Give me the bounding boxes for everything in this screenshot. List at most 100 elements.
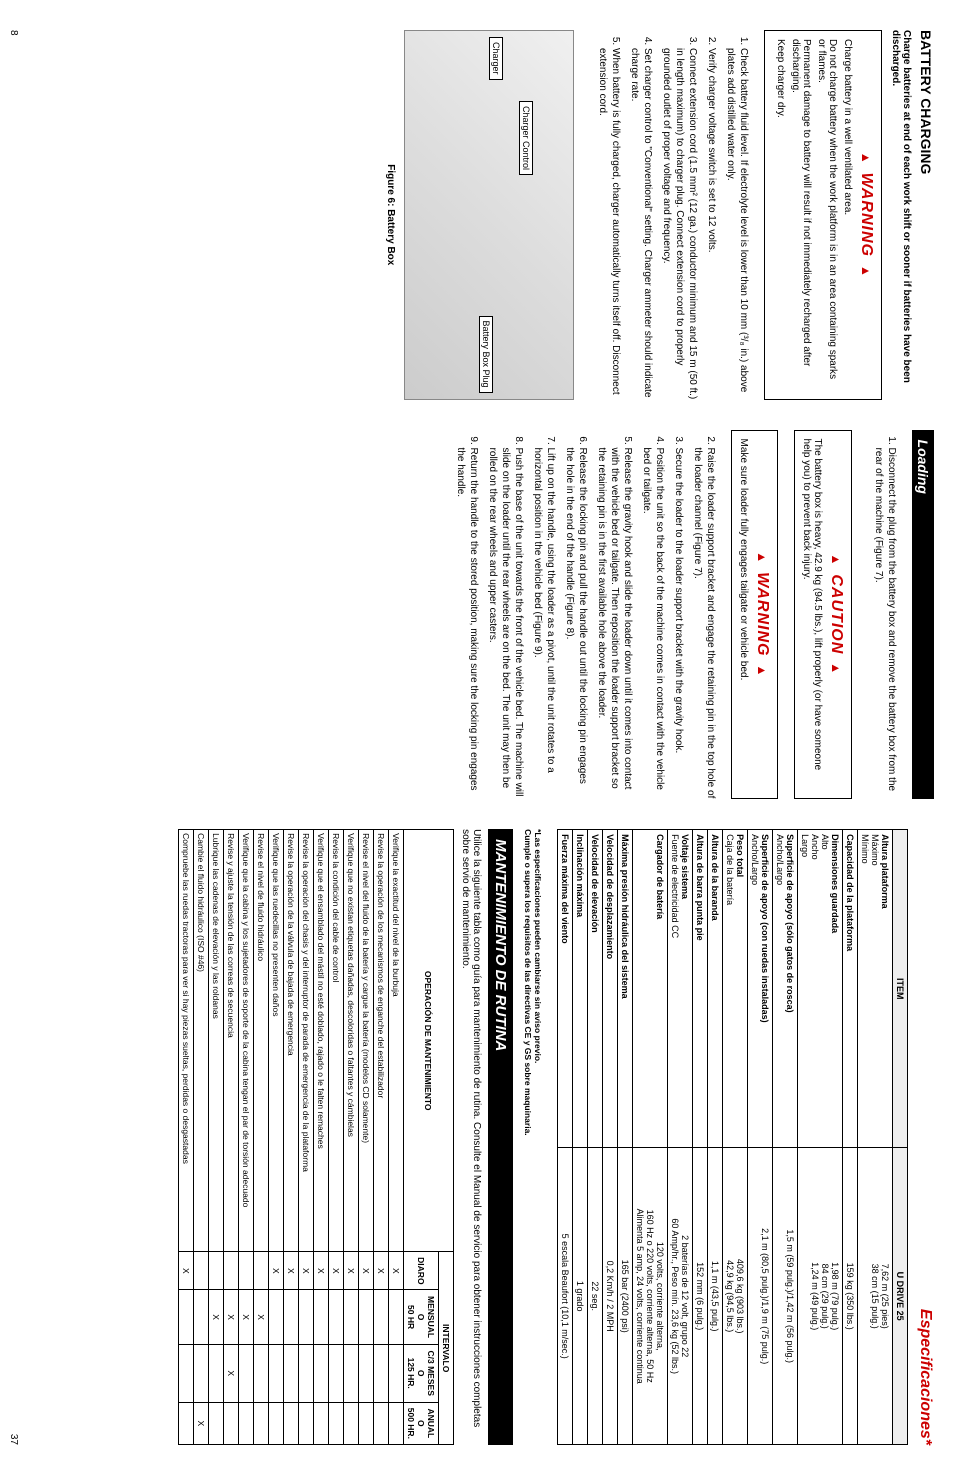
spec-row-value: 22 seg. — [588, 1148, 603, 1445]
mant-check — [254, 1344, 269, 1402]
mant-check — [299, 1290, 314, 1344]
mant-check — [344, 1344, 359, 1402]
mant-check — [224, 1252, 239, 1290]
spec-table: ITEM U DRIVE 25 Altura plataformaMáximoM… — [557, 829, 908, 1445]
spec-row-value: 165 bar (2400 psi) — [618, 1148, 633, 1445]
mant-check — [194, 1290, 209, 1344]
mantenimiento-title: MANTENIMIENTO DE RUTINA — [488, 829, 513, 1445]
spec-row-value: 1,1 m (43,5 pulg.) — [708, 1148, 723, 1445]
mant-check: X — [269, 1252, 284, 1290]
spec-row-label: Cargador de batería — [633, 830, 668, 1148]
mant-check — [344, 1290, 359, 1344]
loading-step: Release the locking pin and pull the han… — [563, 448, 589, 800]
spec-row-label: Dimensiones guardadaAltoAnchoLargo — [798, 830, 843, 1148]
mant-th-interval: INTERVALO — [439, 1252, 454, 1445]
mant-check — [284, 1290, 299, 1344]
mant-check — [374, 1290, 389, 1344]
mant-th-c3: C/3 MESESO125 HR. — [404, 1344, 439, 1402]
mant-check: X — [329, 1252, 344, 1290]
page-number-right: 37 — [8, 1434, 19, 1445]
warning-item: Do not charge battery when the work plat… — [816, 39, 838, 391]
spec-th-item: ITEM — [893, 830, 908, 1148]
loading-step: Release the gravity hook and slide the l… — [595, 448, 634, 800]
mant-check — [359, 1290, 374, 1344]
mant-check — [209, 1252, 224, 1290]
spec-row-label: Capacidad de la plataforma — [843, 830, 858, 1148]
loading-step: Push the base of the unit towards the fr… — [486, 448, 525, 800]
spec-row-value: 2 baterías de 12 volt, grupo 2260 Amp/hr… — [668, 1148, 693, 1445]
mant-check: X — [194, 1402, 209, 1444]
mant-check — [299, 1344, 314, 1402]
mant-check — [269, 1402, 284, 1444]
mant-th-anual: ANUALO500 HR. — [404, 1402, 439, 1444]
mant-check — [209, 1402, 224, 1444]
mant-table: OPERACIÓN DE MANTENIMIENTO INTERVALO DIA… — [178, 829, 454, 1445]
warning-box-2: WARNING Make sure loader fully engages t… — [731, 430, 778, 800]
mant-th-diaro: DIARO — [404, 1252, 439, 1290]
mant-check: X — [344, 1252, 359, 1290]
mant-check — [239, 1402, 254, 1444]
battery-step: Verify charger voltage switch is set to … — [705, 48, 718, 400]
spec-row-label: Superficie de apoyo (sólo gatos de rosca… — [773, 830, 798, 1148]
mant-check — [299, 1402, 314, 1444]
mant-op: Cambie el fluido hidráulico (ISO #46) — [194, 830, 209, 1252]
caution-text: The battery box is heavy, 42.9 kg (94.5 … — [801, 439, 823, 791]
loading-step: Return the handle to the stored position… — [454, 448, 480, 800]
mant-check: X — [179, 1252, 194, 1290]
mant-check — [344, 1402, 359, 1444]
spec-row-value: 120 volts, corriente alterna,160 Hz o 22… — [633, 1148, 668, 1445]
page-number-left: 8 — [8, 30, 19, 36]
mant-op: Revise el nivel de fluido hidráulico — [254, 830, 269, 1252]
mant-th-op: OPERACIÓN DE MANTENIMIENTO — [404, 830, 454, 1252]
mant-check — [314, 1402, 329, 1444]
especificaciones-title: Especificaciones* — [916, 829, 934, 1445]
mant-op: Verifique la exactitud del nivel de la b… — [389, 830, 404, 1252]
mant-check — [269, 1290, 284, 1344]
mant-check — [194, 1252, 209, 1290]
warning-text-2: Make sure loader fully engages tailgate … — [738, 439, 749, 791]
mant-op: Verifique que no existan etiquetas dañad… — [344, 830, 359, 1252]
mant-check — [389, 1402, 404, 1444]
warning-item: Keep charger dry. — [775, 39, 786, 391]
spec-row-value: 409,6 kg (903 lbs.)42,9 kg (94,5 lbs.) — [723, 1148, 748, 1445]
loading-heading: Loading — [912, 430, 934, 800]
spec-row-label: Velocidad de desplazamiento — [603, 830, 618, 1148]
mant-check — [359, 1344, 374, 1402]
spec-row-value: 5 escala Beaufort (10,1 m/sec.) — [558, 1148, 573, 1445]
mant-check: X — [389, 1252, 404, 1290]
warning-title-2: WARNING — [753, 439, 771, 791]
fig6-label-control: Charger Control — [519, 101, 533, 175]
loading-step: Lift up on the handle, using the loader … — [531, 448, 557, 800]
spec-row-value: 7,62 m (25 pies)38 cm (15 pulg.) — [858, 1148, 893, 1445]
mant-check — [269, 1344, 284, 1402]
mant-check: X — [239, 1290, 254, 1344]
spec-row-value: 1 grado — [573, 1148, 588, 1445]
spec-row-label: Voltaje sistemaFuente de electricidad CC — [668, 830, 693, 1148]
mant-check — [329, 1344, 344, 1402]
mant-check — [254, 1252, 269, 1290]
mant-check — [179, 1290, 194, 1344]
figure-6-caption: Figure 6: Battery Box — [385, 30, 396, 400]
battery-sub: Charge batteries at end of each work shi… — [890, 30, 912, 400]
mant-check — [329, 1290, 344, 1344]
spec-row-value: 152 mm (6 pulg.) — [693, 1148, 708, 1445]
spec-row-label: Altura plataformaMáximoMínimo — [858, 830, 893, 1148]
spec-row-label: Altura de barra punta pie — [693, 830, 708, 1148]
spec-row-label: Máxima presión hidráulica del sistema — [618, 830, 633, 1148]
battery-step: Check battery fluid level. If electrolyt… — [724, 48, 750, 400]
mant-check — [179, 1344, 194, 1402]
warning-box-1: WARNING Charge battery in a well ventila… — [764, 30, 882, 400]
spec-row-label: Velocidad de elevación — [588, 830, 603, 1148]
mant-check — [254, 1402, 269, 1444]
mant-check — [359, 1402, 374, 1444]
mant-op: Revise la operación de la válvula de baj… — [284, 830, 299, 1252]
fig6-label-charger: Charger — [489, 37, 503, 80]
spec-row-value: 1,5 m (59 pulg.)/1,42 m (56 pulg.) — [773, 1148, 798, 1445]
mant-check: X — [314, 1252, 329, 1290]
spec-row-value: 2,1 m (80,5 pulg.)/1,9 m (75 pulg.) — [748, 1148, 773, 1445]
mant-check — [239, 1252, 254, 1290]
spec-row-value: 0,2 Km/h / 2 MPH — [603, 1148, 618, 1445]
mant-check — [179, 1402, 194, 1444]
mant-check — [194, 1344, 209, 1402]
loading-step: Raise the loader support bracket and eng… — [691, 448, 717, 800]
